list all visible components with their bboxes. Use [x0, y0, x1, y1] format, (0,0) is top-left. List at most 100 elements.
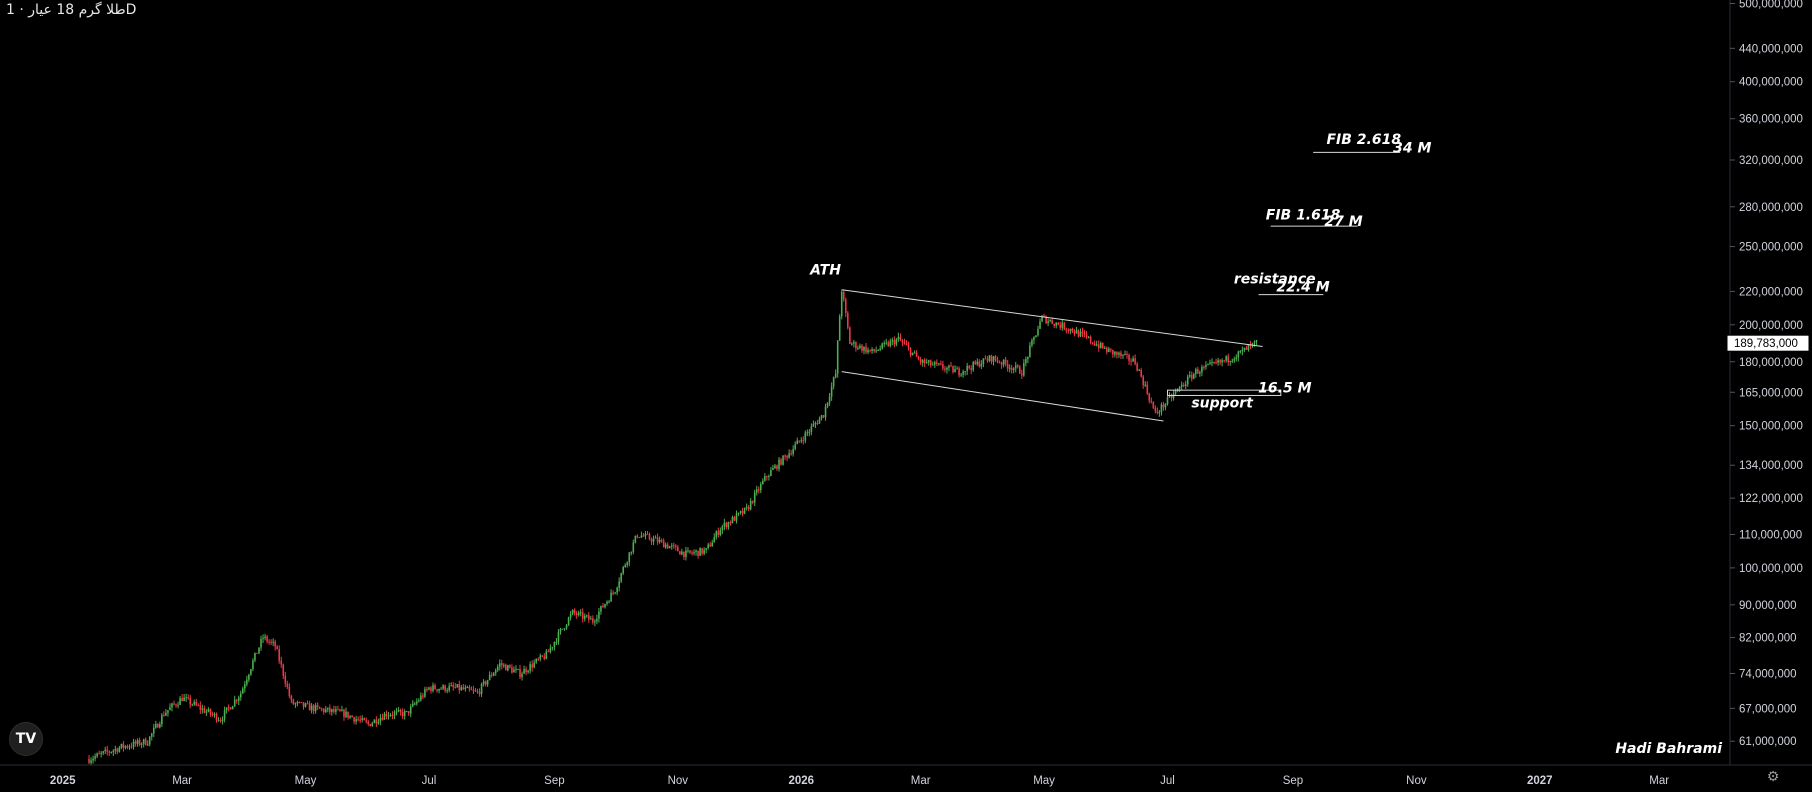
candle-body: [622, 566, 625, 574]
candle-body: [266, 636, 268, 642]
candle-body: [189, 697, 191, 705]
candle-body: [1209, 362, 1211, 365]
candle-body: [157, 723, 159, 728]
candle-body: [776, 465, 778, 469]
candle-body: [1227, 356, 1229, 363]
candle-body: [476, 691, 479, 693]
candle-body: [1243, 347, 1246, 350]
candle-body: [812, 424, 815, 427]
candle-body: [169, 707, 171, 711]
candle-body: [683, 551, 685, 557]
candle-body: [333, 709, 335, 712]
candle-body: [567, 617, 570, 625]
candle-body: [314, 705, 317, 712]
candle-body: [1170, 395, 1173, 398]
candle-body: [549, 647, 552, 652]
title-separator: ·: [14, 2, 24, 18]
candle-body: [335, 709, 337, 712]
candle-body: [416, 701, 418, 704]
candle-body: [432, 685, 434, 691]
candle-body: [885, 342, 888, 344]
candle-body: [1124, 353, 1126, 355]
candle-body: [905, 343, 908, 346]
time-tick-label: 2027: [1527, 775, 1553, 787]
candle-body: [832, 377, 835, 387]
candle-body: [990, 355, 993, 362]
candle-body: [727, 522, 730, 528]
candle-body: [173, 703, 175, 705]
candle-body: [523, 668, 525, 674]
candle-body: [264, 636, 266, 638]
candle-body: [452, 685, 455, 688]
candle-body: [1168, 395, 1171, 398]
candle-body: [482, 681, 485, 684]
candle-body: [219, 720, 222, 722]
candle-body: [608, 601, 610, 603]
candle-body: [211, 714, 214, 716]
candle-body: [1253, 341, 1256, 344]
candle-body: [1027, 356, 1029, 360]
price-tick-label: 61,000,000: [1739, 736, 1797, 748]
candle-body: [561, 628, 564, 630]
candle-body: [713, 537, 716, 543]
candle-body: [974, 361, 977, 365]
candle-body: [1002, 359, 1005, 365]
candle-body: [517, 669, 519, 671]
candle-body: [367, 721, 370, 725]
candle-body: [490, 674, 493, 676]
tradingview-logo-icon[interactable]: TV: [9, 722, 43, 756]
candle-body: [958, 368, 960, 376]
price-axis[interactable]: 500,000,000 440,000,000 400,000,000 360,000…: [1726, 0, 1810, 765]
candle-body: [377, 721, 380, 724]
price-tick-label: 320,000,000: [1739, 155, 1803, 167]
candle-body: [112, 750, 115, 752]
candle-body: [638, 537, 641, 539]
candle-body: [772, 468, 774, 471]
candle-body: [405, 711, 408, 713]
candle-body: [689, 550, 691, 553]
candle-body: [280, 660, 283, 665]
candle-body: [1190, 375, 1193, 379]
gear-icon[interactable]: ⚙: [1766, 769, 1780, 785]
candle-body: [373, 719, 376, 724]
candle-body: [1241, 349, 1244, 352]
candle-body: [527, 670, 529, 673]
candle-body: [703, 549, 705, 554]
candle-body: [399, 709, 402, 712]
candle-body: [424, 689, 426, 697]
candle-body: [668, 546, 671, 549]
candle-body: [1051, 320, 1053, 324]
chart-title: طلا گرم 18 عیار · 1D: [6, 2, 136, 18]
candle-body: [288, 686, 291, 696]
channel-lower-line: [841, 371, 1164, 422]
candle-body: [444, 685, 446, 691]
candle-body: [844, 299, 847, 313]
candle-body: [383, 713, 386, 720]
candle-body: [741, 511, 744, 514]
candle-body: [725, 522, 728, 528]
candle-body: [1025, 359, 1027, 364]
candle-body: [1249, 345, 1252, 347]
candle-body: [235, 699, 238, 701]
candle-body: [1101, 342, 1104, 348]
candle-body: [1029, 345, 1031, 357]
candle-body: [751, 500, 754, 503]
candle-body: [851, 343, 853, 345]
candle-body: [992, 356, 995, 362]
candle-body: [919, 359, 922, 363]
candle-body: [960, 374, 962, 376]
candle-body: [804, 432, 807, 441]
candle-body: [836, 340, 839, 374]
candle-body: [138, 740, 141, 745]
candle-body: [859, 345, 861, 348]
candle-body: [1112, 349, 1114, 355]
candle-body: [535, 659, 537, 663]
candle-body: [1077, 330, 1080, 337]
candle-body: [1103, 347, 1106, 349]
candle-body: [1205, 365, 1207, 368]
candle-body: [614, 592, 616, 594]
time-axis[interactable]: 2025 Mar May Jul Sep Nov 2026 Mar May Jul Sep Nov 20…: [0, 764, 1812, 787]
candle-body: [790, 453, 792, 455]
